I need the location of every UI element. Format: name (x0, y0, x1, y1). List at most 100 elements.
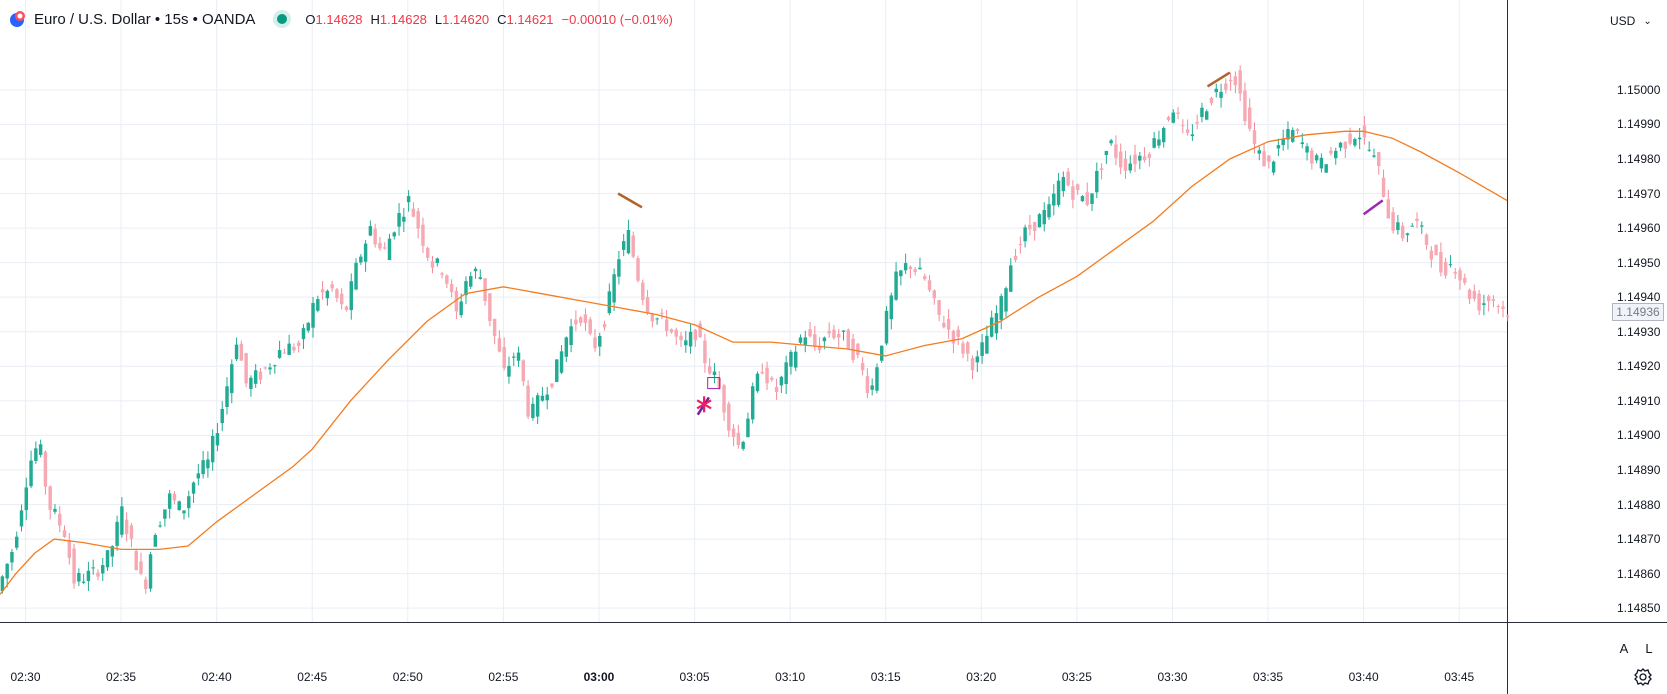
candle-body (583, 314, 588, 323)
candle-body (244, 353, 248, 384)
candle-body (980, 342, 984, 356)
candle-body (789, 351, 793, 367)
candle-body (516, 352, 521, 361)
time-tick-label: 03:05 (679, 670, 710, 684)
candle-body (1219, 91, 1223, 98)
candle-body (1405, 233, 1410, 236)
candle-body (693, 329, 698, 341)
candle-body (220, 408, 224, 424)
trend-line-drawing (1362, 199, 1384, 216)
candle-body (120, 506, 124, 535)
candle-body (1118, 151, 1123, 168)
time-tick-label: 03:25 (1061, 670, 1092, 684)
candle-body (153, 534, 158, 547)
candle-body (1080, 196, 1085, 202)
candle-body (621, 241, 626, 250)
candle-body (196, 473, 201, 479)
candle-body (134, 550, 138, 571)
candle-body (124, 519, 129, 535)
time-tick-label: 02:35 (106, 670, 137, 684)
candle-body (43, 451, 48, 487)
candle-body (1224, 83, 1228, 90)
candle-body (454, 290, 459, 312)
candle-body (339, 293, 344, 305)
candle-body (1472, 290, 1477, 299)
candle-body (813, 334, 817, 347)
candle-body (1204, 111, 1209, 120)
candle-body (387, 238, 392, 261)
candle-body (148, 554, 153, 589)
log-scale-button[interactable]: L (1645, 640, 1653, 656)
candle-body (822, 337, 827, 342)
time-tick-label: 03:20 (966, 670, 997, 684)
candle-body (263, 367, 267, 369)
symbol-legend: Euro / U.S. Dollar • 15s • OANDA O1.1462… (8, 8, 673, 30)
candle-body (1377, 151, 1381, 167)
time-tick-label: 02:40 (201, 670, 232, 684)
currency-pair-icon (10, 11, 25, 27)
candle-body (1185, 129, 1190, 133)
candle-body (48, 486, 52, 510)
candle-body (1458, 270, 1462, 281)
candle-body (488, 293, 492, 322)
gear-icon[interactable] (1632, 666, 1654, 688)
candle-body (478, 277, 483, 279)
candle-body (507, 366, 511, 377)
candle-body (602, 323, 607, 328)
candle-body (770, 377, 774, 380)
symbol-title[interactable]: Euro / U.S. Dollar • 15s • OANDA (34, 10, 256, 28)
candle-body (344, 306, 349, 310)
candle-body (335, 289, 339, 299)
candle-body (215, 433, 220, 446)
candle-body (1439, 252, 1443, 273)
candle-body (512, 356, 516, 358)
candle-body (1176, 112, 1180, 114)
currency-menu-button[interactable]: USD ⌄ (1610, 10, 1664, 32)
candle-body (1095, 170, 1099, 193)
candle-body (378, 242, 382, 249)
time-tick-label: 02:50 (392, 670, 423, 684)
candle-body (230, 364, 234, 394)
candle-body (1248, 107, 1252, 129)
candle-body (459, 301, 463, 316)
candle-body (1157, 139, 1161, 146)
candle-body (884, 310, 889, 344)
candle-body (363, 243, 368, 262)
star-marker-icon (696, 399, 712, 410)
candle-body (913, 269, 917, 273)
ohlc-value: 1.14620 (442, 11, 490, 27)
candle-body (1338, 142, 1343, 148)
candle-body (296, 342, 301, 346)
ohlc-value: 1.14621 (506, 11, 554, 27)
candle-body (201, 460, 205, 475)
candle-body (927, 280, 932, 291)
candle-body (1090, 193, 1094, 204)
candle-body (956, 329, 960, 337)
candle-body (129, 525, 134, 539)
candle-body (808, 329, 812, 337)
candle-body (559, 351, 564, 373)
candle-body (827, 330, 831, 334)
candle-body (1075, 184, 1080, 191)
candle-body (1257, 150, 1262, 154)
candle-body (1353, 139, 1357, 146)
candle-body (105, 550, 110, 568)
candle-body (1114, 144, 1118, 158)
candle-body (1066, 171, 1070, 186)
candle-body (578, 317, 583, 323)
candle-body (750, 386, 755, 420)
candle-body (593, 337, 597, 349)
candle-body (1267, 155, 1271, 162)
candle-body (58, 513, 62, 526)
candle-body (1381, 177, 1386, 197)
candle-body (144, 579, 148, 589)
candle-body (961, 343, 965, 354)
candle-body (645, 297, 650, 314)
candle-body (894, 271, 898, 300)
candle-body (282, 352, 287, 354)
candle-body (1463, 277, 1467, 283)
candle-body (946, 319, 951, 330)
candle-body (1181, 125, 1185, 127)
auto-scale-button[interactable]: A (1619, 640, 1629, 656)
